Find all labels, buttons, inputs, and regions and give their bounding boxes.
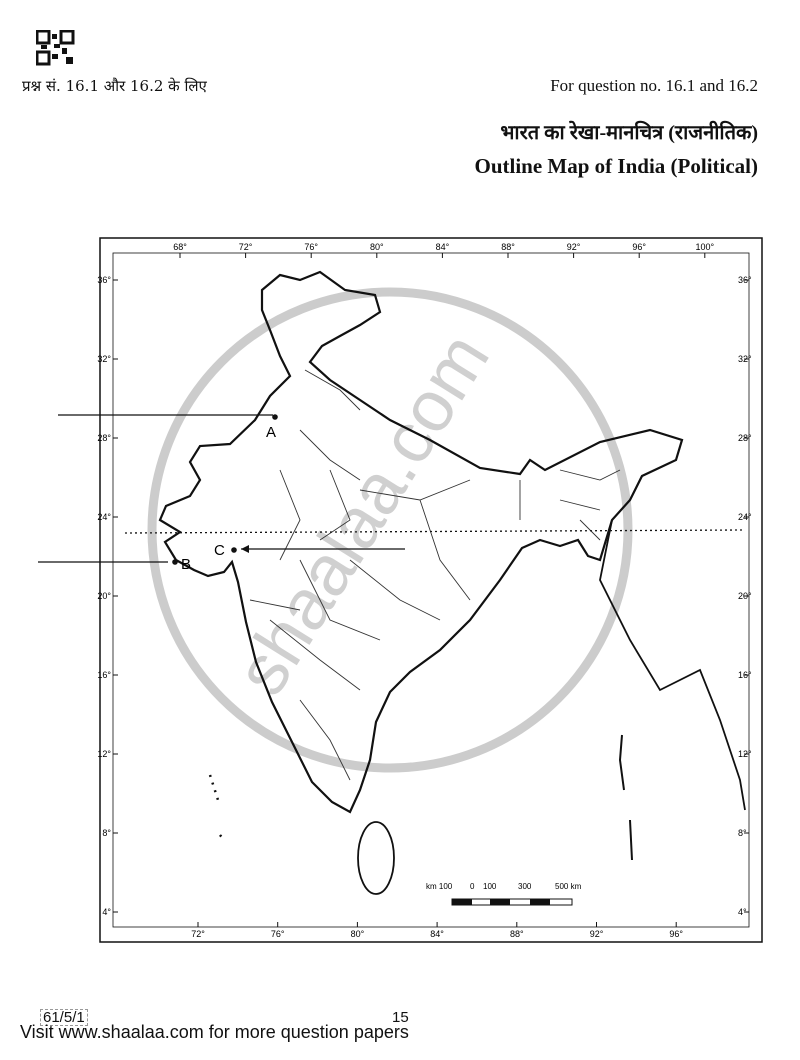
graticule-label: 28° xyxy=(97,433,111,443)
graticule-label: 84° xyxy=(430,929,444,939)
arrow-head-c xyxy=(241,545,249,553)
scale-label: km 100 xyxy=(426,882,453,891)
promo-link[interactable]: Visit www.shaalaa.com for more question … xyxy=(20,1022,409,1042)
watermark-text: shaalaa.com xyxy=(221,320,505,709)
graticule-label: 80° xyxy=(370,242,384,252)
page-number: 15 xyxy=(392,1009,409,1026)
graticule-label: 96° xyxy=(669,929,683,939)
lakshadweep-islands xyxy=(208,774,225,841)
india-boundary xyxy=(158,270,684,814)
graticule-label: 24° xyxy=(97,512,111,522)
question-ref-hindi: प्रश्न सं. 16.1 और 16.2 के लिए xyxy=(22,77,207,95)
graticule-label: 76° xyxy=(304,242,318,252)
graticule-label: 8° xyxy=(102,828,111,838)
map-inner-frame xyxy=(112,252,750,928)
graticule-label: 68° xyxy=(173,242,187,252)
graticule-label: 4° xyxy=(738,907,747,917)
map-title-english: Outline Map of India (Political) xyxy=(474,154,759,178)
point-a-label: A xyxy=(266,424,276,441)
graticule-label: 72° xyxy=(191,929,205,939)
andaman-islands xyxy=(618,734,633,861)
graticule-label: 100° xyxy=(695,242,714,252)
graticule-label: 20° xyxy=(97,591,111,601)
tropic-of-cancer-line xyxy=(124,529,743,534)
graticule-label: 16° xyxy=(97,670,111,680)
paper-code: 61/5/1 xyxy=(40,1009,88,1026)
map-title-hindi: भारत का रेखा-मानचित्र (राजनीतिक) xyxy=(500,122,758,144)
scale-label: 500 km xyxy=(555,882,582,891)
graticule-label: 72° xyxy=(239,242,253,252)
myanmar-coast xyxy=(599,519,746,811)
graticule-label: 84° xyxy=(436,242,450,252)
india-outline-map: 68° 72° 76° 80° 84° 88° 92° 96° 100° 72° 76° 80° 84°… xyxy=(38,237,763,943)
watermark-circle xyxy=(147,287,633,773)
scale-label: 100 xyxy=(483,882,497,891)
graticule-label: 12° xyxy=(97,749,111,759)
sri-lanka-outline xyxy=(357,821,395,895)
graticule-label: 88° xyxy=(510,929,524,939)
graticule-label: 76° xyxy=(271,929,285,939)
point-b-label: B xyxy=(181,556,191,573)
graticule-label: 32° xyxy=(97,354,111,364)
graticule-label: 92° xyxy=(590,929,604,939)
graticule-label: 4° xyxy=(102,907,111,917)
point-b-marker xyxy=(172,559,178,565)
point-c-label: C xyxy=(214,542,225,559)
scale-label: 300 xyxy=(518,882,532,891)
point-a-marker xyxy=(272,414,278,420)
qr-code-icon xyxy=(36,30,75,66)
state-boundaries xyxy=(249,369,621,781)
graticule-label: 88° xyxy=(501,242,515,252)
graticule-label: 36° xyxy=(97,275,111,285)
map-frame xyxy=(99,237,763,943)
scale-label: 0 xyxy=(470,882,475,891)
graticule-label: 96° xyxy=(632,242,646,252)
graticule-label: 92° xyxy=(567,242,581,252)
graticule-label: 8° xyxy=(738,828,747,838)
point-c-marker xyxy=(231,547,237,553)
graticule-label: 80° xyxy=(351,929,365,939)
scale-bar: km 100 0 100 300 500 km xyxy=(426,882,582,906)
question-ref-english: For question no. 16.1 and 16.2 xyxy=(550,76,758,95)
